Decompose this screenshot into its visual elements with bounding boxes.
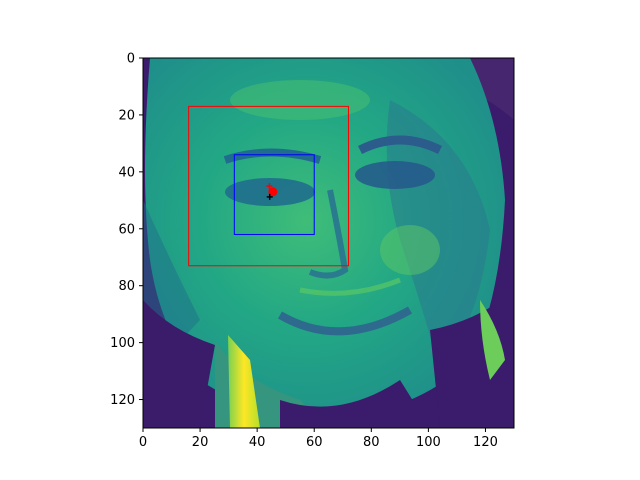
x-tick-label: 40 (249, 435, 266, 450)
outer-box (188, 105, 349, 267)
axes-frame (142, 57, 515, 429)
y-tick-label: 40 (118, 165, 135, 180)
keypoint-center (268, 187, 278, 197)
y-tick-label: 20 (118, 108, 135, 123)
markers-layer (266, 183, 278, 200)
y-tick-label: 60 (118, 222, 135, 237)
x-tick-label: 120 (473, 435, 498, 450)
x-tick-label: 80 (363, 435, 380, 450)
face-image (143, 58, 514, 428)
y-tick-label: 100 (110, 336, 135, 351)
keypoint-secondary (266, 183, 273, 190)
x-tick-label: 20 (192, 435, 209, 450)
inner-box (233, 154, 315, 235)
x-tick-label: 100 (416, 435, 441, 450)
y-tick-label: 0 (127, 52, 135, 67)
x-tick-label: 60 (306, 435, 323, 450)
y-tick-label: 80 (118, 279, 135, 294)
x-tick-label: 0 (139, 435, 147, 450)
keypoint-dark (266, 193, 273, 200)
y-axis: 0 20 40 60 80 100 120 (110, 52, 143, 408)
boxes-layer (188, 105, 349, 267)
y-tick-label: 120 (110, 393, 135, 408)
x-axis: 0 20 40 60 80 100 120 (139, 428, 498, 450)
